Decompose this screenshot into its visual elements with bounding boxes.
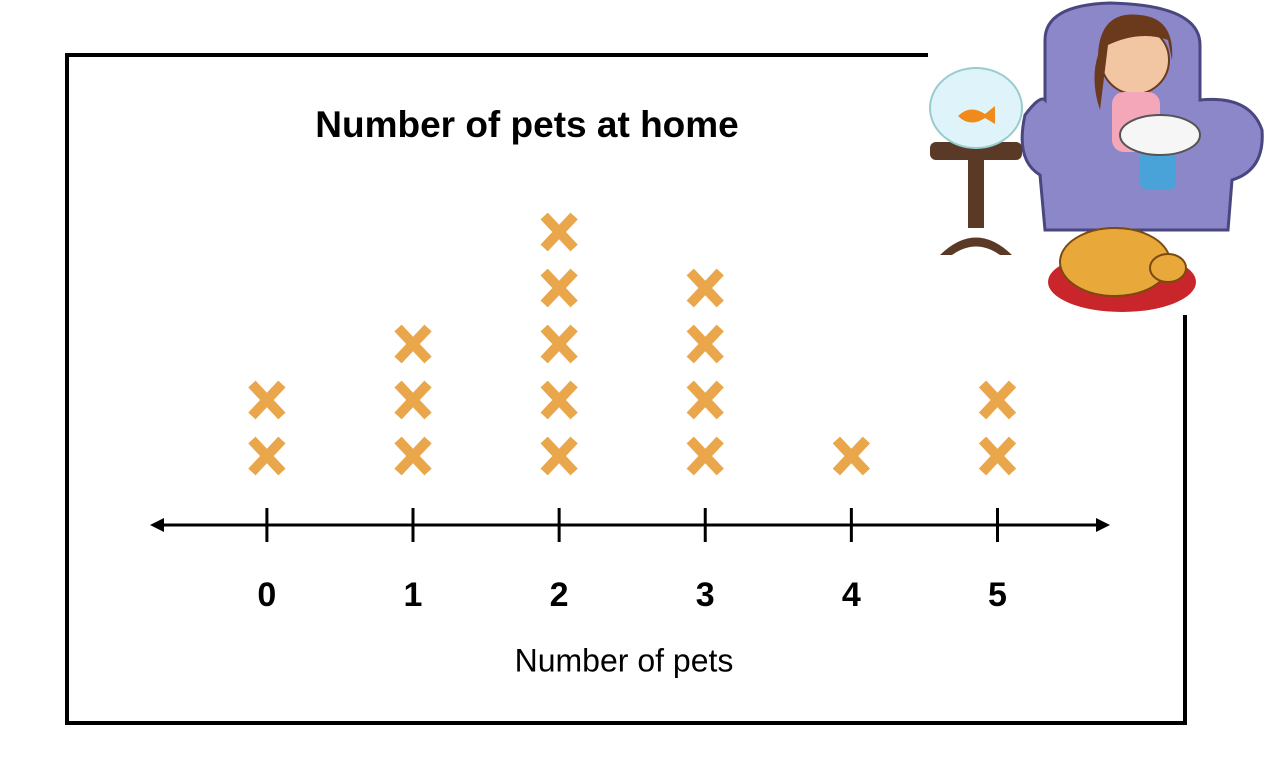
girl-hair	[1094, 14, 1173, 110]
x-stack	[248, 380, 286, 476]
x-tick-label: 0	[257, 576, 276, 614]
cat	[1119, 114, 1201, 156]
x-tick-label: 1	[404, 576, 423, 614]
dog-head	[1149, 253, 1187, 283]
table-feet	[940, 237, 1012, 255]
table-top	[930, 142, 1022, 160]
x-stack	[832, 436, 871, 476]
x-tick-label: 4	[842, 576, 861, 614]
table-leg	[968, 158, 984, 228]
x-stack	[394, 324, 432, 476]
goldfish	[958, 106, 995, 124]
girl-legs	[1140, 150, 1176, 190]
x-axis-label: Number of pets	[515, 642, 734, 678]
x-stack	[686, 268, 724, 476]
chart-title: Number of pets at home	[315, 104, 739, 145]
x-tick-label: 3	[696, 576, 715, 614]
x-stack	[978, 380, 1017, 476]
x-tick-label: 2	[550, 576, 569, 614]
x-stack	[540, 212, 578, 476]
fishbowl	[929, 67, 1023, 149]
frame	[65, 53, 1187, 725]
illustration	[928, 0, 1278, 315]
x-tick-label: 5	[988, 576, 1007, 614]
